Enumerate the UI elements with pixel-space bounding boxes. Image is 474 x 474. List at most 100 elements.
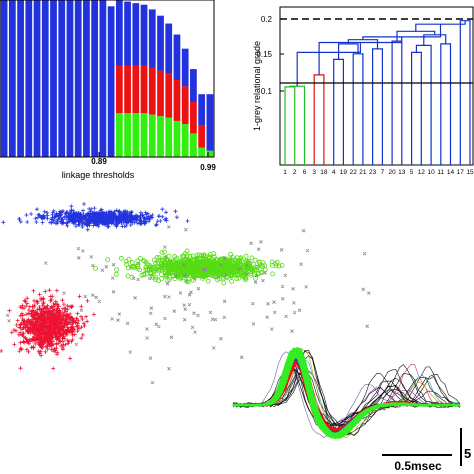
trace-green-59 [232, 352, 461, 436]
link-blue-16 [296, 42, 361, 87]
bar-19-blue [157, 15, 164, 71]
bar-17-blue [140, 4, 148, 66]
leaf-label-6: 6 [303, 169, 307, 176]
trace-black-10 [232, 359, 461, 433]
trace-red-26 [232, 358, 461, 432]
trace-green-57 [232, 351, 461, 436]
trace-red-23 [232, 359, 461, 433]
trace-blue-11 [232, 353, 461, 435]
scatter-cluster-2 [0, 288, 96, 371]
bar-14-green [115, 113, 123, 157]
leaf-label-17: 17 [457, 169, 465, 176]
bar-13-blue [107, 6, 115, 158]
leaf-label-22: 22 [350, 169, 358, 176]
bar-7-blue [58, 0, 66, 157]
bar-8-blue [66, 0, 74, 157]
bar-21-green [173, 120, 181, 157]
scatter-cluster-3 [5, 219, 371, 385]
leaf-label-15: 15 [466, 169, 474, 176]
bar-20-red [165, 73, 173, 118]
trace-red-15 [232, 361, 461, 431]
trace-black-13 [232, 367, 461, 428]
leaf-label-13: 13 [398, 169, 406, 176]
bar-23-green [190, 133, 197, 157]
trace-green-46 [232, 352, 461, 435]
trace-green-19 [232, 350, 461, 437]
bar-19-green [157, 116, 164, 157]
bar-18-blue [148, 9, 156, 68]
bar-0-blue [0, 0, 8, 157]
trace-green-52 [232, 351, 461, 436]
bar-17-red [140, 65, 148, 114]
leaf-label-14: 14 [447, 169, 455, 176]
leaf-label-10: 10 [427, 169, 435, 176]
leaf-label-7: 7 [381, 169, 385, 176]
trace-red-18 [232, 360, 461, 431]
bar-2-blue [17, 0, 24, 157]
bar-6-blue [50, 0, 57, 157]
scatter-cluster-0 [1, 202, 190, 232]
bar-24-red [198, 125, 206, 148]
trace-red-28 [232, 358, 461, 433]
trace-red-39 [232, 361, 461, 431]
bar-25-blue [206, 94, 214, 151]
bar-1-blue [8, 0, 16, 157]
bar-22-blue [181, 48, 189, 87]
y-tick-0.1: 0.1 [261, 87, 273, 96]
dendrogram-leaf-labels: 1 2 6 3 18 4 19 22 21 23 7 20 13 5 12 10 11 14 17 15 [283, 169, 474, 176]
leaf-label-19: 19 [340, 169, 348, 176]
bar-21-red [173, 80, 181, 121]
trace-black-15 [232, 360, 461, 431]
bar-23-red [190, 102, 197, 134]
trace-red-11 [232, 361, 461, 431]
leaf-label-18: 18 [320, 169, 328, 176]
bar-20-blue [165, 23, 173, 74]
dendrogram-links [284, 20, 471, 165]
leaf-label-3: 3 [312, 169, 316, 176]
bar-12-blue [99, 0, 107, 157]
bar-20-green [165, 117, 173, 157]
trace-green-32 [232, 351, 461, 436]
trace-black-21 [232, 367, 461, 427]
leaf-label-11: 11 [437, 169, 444, 176]
leaf-label-4: 4 [332, 169, 336, 176]
bar-23-blue [190, 69, 197, 103]
bar-chart-frame [0, 0, 215, 158]
bar-17-green [140, 113, 148, 157]
x-axis-label: linkage thresholds [62, 170, 135, 180]
leaf-label-12: 12 [418, 169, 426, 176]
scalebar-y-label: 5 [464, 446, 471, 461]
bar-25-green [206, 150, 214, 157]
bar-9-blue [74, 0, 82, 157]
bar-16-green [132, 113, 140, 157]
dendrogram-frame [279, 6, 474, 166]
bars [0, 0, 214, 158]
y-tick-0.2: 0.2 [261, 15, 273, 24]
x-tick-label-0.89: 0.89 [91, 157, 107, 166]
y-axis-label: 1-grey relational grade [252, 41, 262, 131]
leaf-label-20: 20 [388, 169, 396, 176]
bar-4-blue [33, 0, 41, 157]
bar-15-green [124, 113, 131, 157]
bar-14-blue [115, 0, 123, 66]
bar-16-blue [132, 3, 140, 66]
bar-15-red [124, 65, 131, 114]
bar-5-blue [41, 0, 49, 157]
trace-blue-32 [232, 350, 460, 437]
y-tick-0.15: 0.15 [256, 50, 272, 59]
trace-blue-9 [232, 353, 461, 435]
trace-red-21 [232, 357, 461, 433]
scatter-points [0, 202, 371, 385]
bar-11-blue [91, 0, 99, 157]
scalebar-x-label: 0.5msec [394, 459, 442, 473]
trace-black-7 [232, 366, 461, 427]
bar-21-blue [173, 34, 181, 81]
leaf-label-1: 1 [283, 169, 287, 176]
bar-24-green [198, 147, 206, 157]
leaf-label-23: 23 [369, 169, 377, 176]
bar-14-red [115, 65, 123, 114]
x-tick-label-0.99: 0.99 [200, 163, 216, 172]
